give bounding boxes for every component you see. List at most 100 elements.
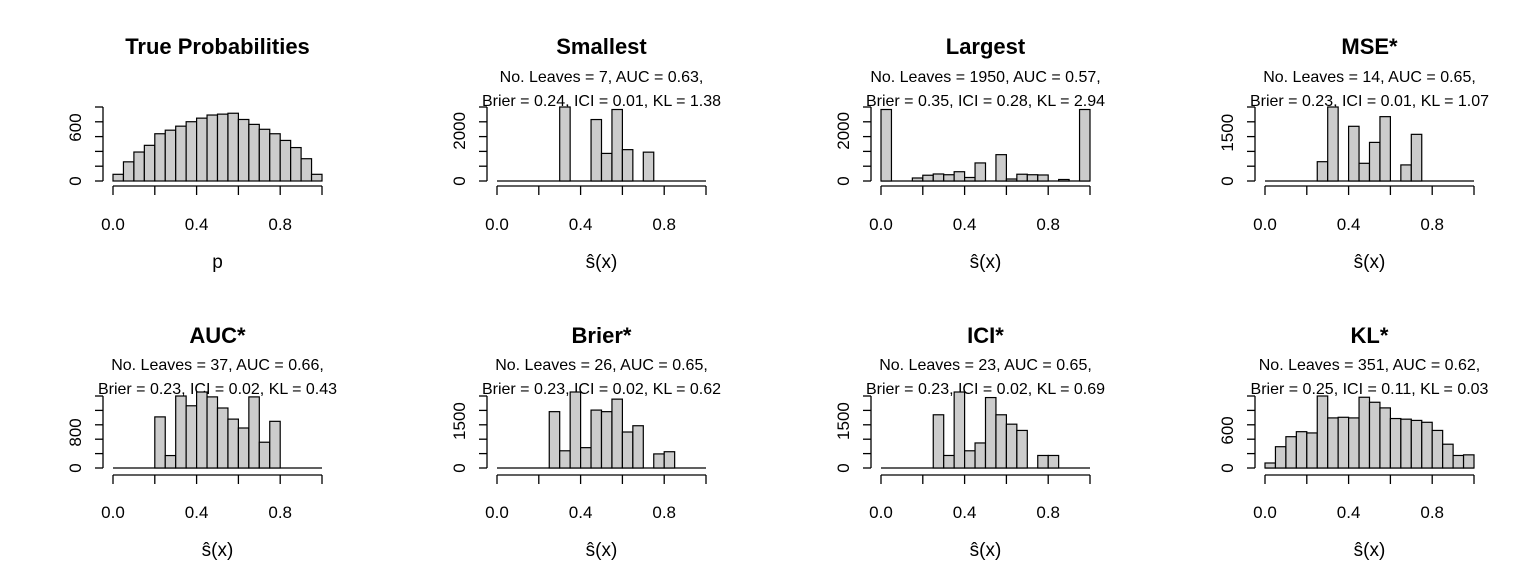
panel-subtitle-line2: Brier = 0.23, ICI = 0.02, KL = 0.62 — [482, 381, 721, 398]
histogram-bar — [995, 414, 1008, 469]
x-tick-label: 0.0 — [869, 215, 893, 234]
histogram-bar — [248, 123, 260, 182]
y-axis: 0 2000 — [834, 106, 872, 186]
histogram-bar — [164, 129, 177, 182]
y-tick-label: 0 — [1218, 463, 1237, 472]
y-axis: 0 1500 — [1218, 106, 1256, 186]
x-axis: 0.0 0.4 0.8 — [1253, 185, 1475, 234]
panel-title: MSE* — [1341, 34, 1398, 59]
y-axis: 0 800 — [66, 395, 104, 473]
y-tick-label: 1500 — [450, 402, 469, 440]
histogram-bar — [196, 391, 208, 469]
histogram-bar — [974, 162, 987, 182]
histogram-bar — [1285, 436, 1297, 469]
x-tick-label: 0.8 — [652, 503, 676, 522]
histogram-bar — [963, 176, 976, 182]
y-tick-label: 2000 — [834, 112, 853, 150]
histogram-bar — [611, 108, 624, 182]
histogram-bar — [1274, 446, 1287, 469]
histogram-bar — [932, 414, 945, 469]
x-tick-label: 0.8 — [268, 503, 292, 522]
histogram-bar — [953, 391, 966, 469]
y-axis: 0 600 — [1218, 395, 1256, 473]
histogram-bar — [310, 173, 323, 182]
x-tick-label: 0.4 — [953, 503, 977, 522]
histogram-bar — [1358, 162, 1371, 182]
histogram-bar — [1389, 417, 1402, 469]
x-axis: 0.0 0.4 0.8 — [869, 185, 1091, 234]
histogram-bar — [663, 451, 676, 469]
y-tick-label: 0 — [834, 176, 853, 185]
histogram-bar — [133, 151, 145, 182]
histogram-bar — [175, 395, 187, 469]
panel-title: ICI* — [967, 323, 1004, 348]
histogram-bar — [611, 398, 624, 469]
x-tick-label: 0.8 — [1420, 215, 1444, 234]
histogram-bar — [290, 146, 302, 182]
y-tick-label: 0 — [66, 463, 85, 472]
x-tick-label: 0.4 — [185, 215, 209, 234]
histogram-bar — [569, 391, 582, 469]
histogram-bar — [1306, 432, 1318, 469]
histogram-bar — [248, 396, 260, 469]
histogram-bar — [1368, 141, 1381, 182]
panel-subtitle-line1: No. Leaves = 1950, AUC = 0.57, — [870, 69, 1100, 86]
histogram-bar — [1410, 419, 1423, 469]
histogram-bar — [122, 161, 135, 182]
histogram-bar — [154, 416, 166, 469]
x-tick-label: 0.0 — [1253, 503, 1277, 522]
histogram-bar — [1327, 417, 1339, 469]
y-axis: 0 2000 — [450, 106, 488, 186]
histogram-bar — [1264, 462, 1277, 469]
x-tick-label: 0.0 — [101, 215, 125, 234]
histogram-bar — [1047, 454, 1060, 469]
x-axis-label: ŝ(x) — [202, 540, 234, 561]
histogram-bar — [953, 171, 966, 182]
histogram-bar — [1347, 417, 1360, 469]
histogram-bar — [1016, 429, 1028, 469]
x-axis-label: ŝ(x) — [586, 252, 618, 273]
panel-mse: MSE* No. Leaves = 14, AUC = 0.65, Brier = … — [1218, 34, 1489, 273]
y-tick-label: 800 — [66, 418, 85, 446]
histogram-bar — [922, 174, 934, 182]
histogram-bar — [237, 118, 250, 182]
y-tick-label: 1500 — [834, 402, 853, 440]
panel-subtitle-line1: No. Leaves = 26, AUC = 0.65, — [495, 357, 708, 374]
x-tick-label: 0.8 — [1036, 215, 1060, 234]
x-tick-label: 0.8 — [1420, 503, 1444, 522]
x-tick-label: 0.0 — [485, 503, 509, 522]
histogram-bar — [1431, 429, 1444, 469]
panel-title: AUC* — [189, 323, 246, 348]
histogram-bar — [590, 118, 603, 182]
histogram-bar — [1421, 421, 1433, 469]
x-tick-label: 0.4 — [185, 503, 209, 522]
y-tick-label: 0 — [450, 176, 469, 185]
y-tick-label: 600 — [1218, 416, 1237, 444]
panel-subtitle-line2: Brier = 0.23, ICI = 0.01, KL = 1.07 — [1250, 93, 1489, 110]
histogram-bar — [1037, 454, 1049, 469]
histogram-bar — [590, 409, 603, 469]
histogram-bar — [943, 174, 955, 182]
histogram-bar — [227, 418, 239, 469]
histogram-bar — [1295, 431, 1308, 469]
x-tick-label: 0.0 — [485, 215, 509, 234]
histogram-bar — [1462, 454, 1475, 469]
histogram-bar — [1400, 418, 1412, 469]
panel-kl: KL* No. Leaves = 351, AUC = 0.62, Brier = … — [1218, 323, 1489, 561]
y-tick-label: 2000 — [450, 112, 469, 150]
y-tick-label: 0 — [450, 463, 469, 472]
y-tick-label: 0 — [66, 176, 85, 185]
histogram-bar — [600, 411, 613, 469]
histogram-bar — [1347, 125, 1360, 182]
histogram-bar — [642, 151, 655, 182]
histogram-bar — [974, 442, 987, 469]
histogram-bar — [653, 453, 665, 469]
x-axis: 0.0 0.4 0.8 — [485, 185, 707, 234]
histogram-bar — [164, 454, 177, 469]
histogram-bar — [1379, 407, 1391, 469]
histogram-bar — [269, 133, 281, 182]
histogram-bar — [258, 441, 271, 469]
panel-title: True Probabilities — [125, 34, 310, 59]
x-axis: 0.0 0.4 0.8 — [1253, 474, 1475, 522]
